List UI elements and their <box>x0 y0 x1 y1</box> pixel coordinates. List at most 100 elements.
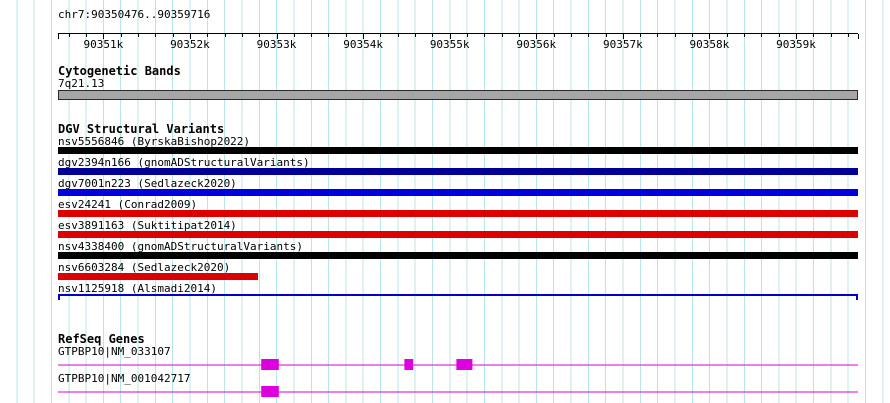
variant-bar[interactable] <box>58 231 858 238</box>
variant-bar-area <box>58 294 858 301</box>
ruler-minor-tick <box>518 34 520 37</box>
ruler-minor-tick <box>207 34 209 37</box>
gene-label[interactable]: GTPBP10|NM_033107 <box>58 345 171 358</box>
ruler-tick <box>709 34 711 39</box>
ruler-tick <box>103 34 105 39</box>
position-label: chr7:90350476..90359716 <box>58 8 211 21</box>
ruler-tick-label: 90357k <box>602 38 643 51</box>
ruler-minor-tick <box>761 34 763 37</box>
ruler-tick-label: 90356k <box>516 38 557 51</box>
ruler-minor-tick <box>380 34 382 37</box>
ruler-minor-tick <box>484 34 486 37</box>
section-title-refseq: RefSeq Genes <box>58 332 145 346</box>
variant-label[interactable]: nsv1125918 (Alsmadi2014) <box>58 282 217 295</box>
variant-row: dgv7001n223 (Sedlazeck2020) <box>58 178 890 196</box>
variant-label[interactable]: esv3891163 (Suktitipat2014) <box>58 219 237 232</box>
gene-structure[interactable] <box>58 357 858 372</box>
ruler-minor-tick <box>501 34 503 37</box>
variant-bar[interactable] <box>58 273 258 280</box>
cytoband-bar <box>58 90 858 100</box>
ruler-minor-tick <box>830 34 832 37</box>
gene-row: GTPBP10|NM_001042717 <box>58 373 890 399</box>
ruler-tick-label: 90355k <box>429 38 470 51</box>
ruler-minor-tick <box>259 34 261 37</box>
ruler-minor-tick <box>241 34 243 37</box>
variant-bar[interactable] <box>58 189 858 196</box>
ruler-minor-tick <box>345 34 347 37</box>
ruler-tick-label: 90358k <box>689 38 730 51</box>
ruler-tick-label: 90352k <box>170 38 210 51</box>
ruler-minor-tick <box>726 34 728 37</box>
ruler-tick-label: 90351k <box>83 38 124 51</box>
variant-bar-area <box>58 189 858 196</box>
section-title-dgv: DGV Structural Variants <box>58 122 225 136</box>
variant-bar[interactable] <box>58 147 858 154</box>
ruler-tick <box>189 34 191 39</box>
variant-row: dgv2394n166 (gnomADStructuralVariants) <box>58 157 890 175</box>
ruler-minor-tick <box>432 34 434 37</box>
gene-exon[interactable] <box>261 386 279 397</box>
refseq-track: GTPBP10|NM_033107 GTPBP10|NM_001042717 <box>58 346 890 399</box>
ruler-minor-tick <box>155 34 157 37</box>
ruler-minor-tick <box>605 34 607 37</box>
variant-label[interactable]: esv24241 (Conrad2009) <box>58 198 198 211</box>
variant-bar-area <box>58 147 858 154</box>
ruler-minor-tick <box>553 34 555 37</box>
ruler-minor-tick <box>657 34 659 37</box>
ruler-minor-tick <box>467 34 468 37</box>
variant-span[interactable] <box>58 294 858 300</box>
ruler-minor-tick <box>172 34 174 37</box>
gene-exon[interactable] <box>404 359 414 370</box>
ruler-tick <box>449 34 451 39</box>
ruler-minor-tick <box>744 34 746 37</box>
variant-span-line <box>58 294 858 296</box>
gene-structure[interactable] <box>58 384 858 399</box>
variant-label[interactable]: dgv7001n223 (Sedlazeck2020) <box>58 177 237 190</box>
cytoband-label: 7q21.13 <box>58 77 105 90</box>
ruler-tick-label: 90359k <box>776 38 816 51</box>
ruler-minor-tick <box>328 34 330 37</box>
ruler-minor-tick <box>293 34 295 37</box>
ruler-minor-tick <box>311 34 313 37</box>
variant-label[interactable]: nsv5556846 (ByrskaBishop2022) <box>58 135 251 148</box>
ruler-end-tick <box>58 34 59 39</box>
ruler-minor-tick <box>138 34 139 37</box>
gene-label[interactable]: GTPBP10|NM_001042717 <box>58 372 191 385</box>
ruler-minor-tick <box>397 34 399 37</box>
ruler-end-tick <box>858 34 859 39</box>
variant-bar[interactable] <box>58 210 858 217</box>
ruler: 90351k 90352k 90353k 90354k 90355k 90356k 9035… <box>58 33 859 52</box>
section-title-cytobands: Cytogenetic Bands <box>58 64 181 78</box>
variant-label[interactable]: nsv4338400 (gnomADStructuralVariants) <box>58 240 304 253</box>
ruler-tick <box>363 34 365 39</box>
ruler-minor-tick <box>120 34 122 37</box>
ruler-minor-tick <box>224 34 226 37</box>
gene-exon[interactable] <box>261 359 279 370</box>
variant-row: nsv5556846 (ByrskaBishop2022) <box>58 136 890 154</box>
variant-bar-area <box>58 273 858 280</box>
gene-exon[interactable] <box>456 359 473 370</box>
variant-bar[interactable] <box>58 252 858 259</box>
variant-row: nsv4338400 (gnomADStructuralVariants) <box>58 241 890 259</box>
variant-row: esv3891163 (Suktitipat2014) <box>58 220 890 238</box>
variant-row: nsv1125918 (Alsmadi2014) <box>58 283 890 301</box>
variant-span-end-left-icon <box>58 294 60 300</box>
variant-label[interactable]: nsv6603284 (Sedlazeck2020) <box>58 261 231 274</box>
cytoband-row: 7q21.13 <box>58 78 890 100</box>
ruler-tick <box>796 34 797 39</box>
variant-row: nsv6603284 (Sedlazeck2020) <box>58 262 890 280</box>
variant-bar-area <box>58 210 858 217</box>
ruler-minor-tick <box>692 34 694 37</box>
ruler-tick <box>276 34 278 39</box>
variant-bar[interactable] <box>58 168 858 175</box>
ruler-minor-tick <box>588 34 590 37</box>
variant-label[interactable]: dgv2394n166 (gnomADStructuralVariants) <box>58 156 310 169</box>
gene-row: GTPBP10|NM_033107 <box>58 346 890 372</box>
dgv-track: nsv5556846 (ByrskaBishop2022) dgv2394n166… <box>58 136 890 301</box>
ruler-tick <box>536 34 538 39</box>
variant-bar-area <box>58 231 858 238</box>
ruler-minor-tick <box>847 34 849 37</box>
ruler-minor-tick <box>813 34 815 37</box>
